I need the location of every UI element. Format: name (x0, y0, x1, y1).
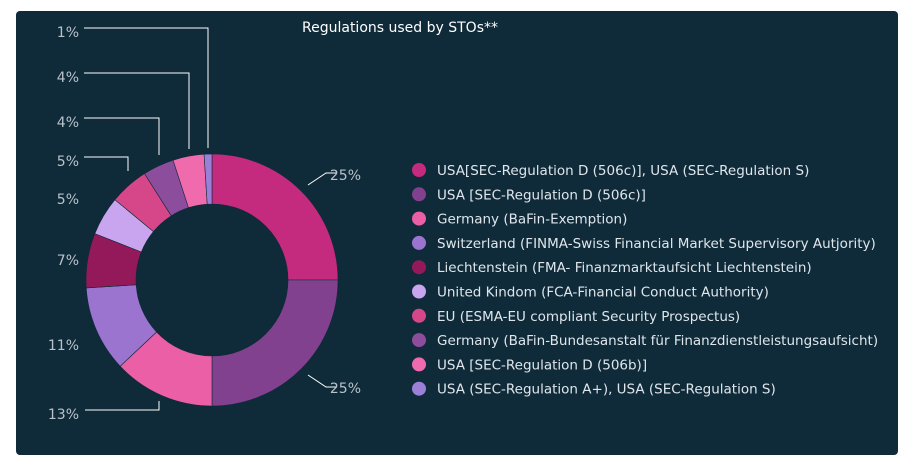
legend-marker (412, 308, 426, 323)
data-label-8: 4% (57, 115, 79, 131)
data-label-9: 4% (57, 70, 79, 86)
data-label-1: 25% (330, 168, 361, 184)
leader-line-8 (84, 117, 160, 155)
legend-label: United Kindom (FCA-Financial Conduct Aut… (437, 285, 769, 301)
legend-label: Germany (BaFin-Exemption) (437, 212, 627, 228)
legend-item: EU (ESMA-EU compliant Security Prospectu… (412, 308, 740, 325)
data-label-5: 7% (57, 253, 79, 269)
legend-label: USA [SEC-Regulation D (506c)] (437, 187, 646, 203)
legend-item: USA [SEC-Regulation D (506b)] (412, 357, 647, 373)
percent-labels: 25% 25% 13% 11% 7% 5% 5% 4% 4% 1% (48, 25, 361, 423)
legend-label: Liechtenstein (FMA- Finanzmarktaufsicht … (437, 260, 812, 276)
label-leaders (84, 27, 337, 411)
legend-marker (412, 260, 426, 275)
legend-marker (412, 187, 426, 202)
leader-line-1 (307, 172, 337, 186)
chart-title: Regulations used by STOs** (302, 20, 498, 36)
data-label-10: 1% (57, 25, 79, 41)
legend-marker (412, 235, 426, 250)
legend-item: Germany (BaFin-Exemption) (412, 211, 627, 228)
leader-line-9 (84, 72, 190, 149)
legend: USA[SEC-Regulation D (506c)], USA (SEC-R… (412, 163, 878, 398)
legend-item: Switzerland (FINMA-Swiss Financial Marke… (412, 235, 876, 252)
legend-label: Germany (BaFin-Bundesanstalt für Finanzd… (437, 333, 878, 349)
slice-10 (203, 153, 213, 205)
legend-item: United Kindom (FCA-Financial Conduct Aut… (412, 284, 769, 301)
legend-label: USA (SEC-Regulation A+), USA (SEC-Regula… (437, 382, 776, 398)
legend-item: Liechtenstein (FMA- Finanzmarktaufsicht … (412, 260, 812, 276)
legend-label: USA[SEC-Regulation D (506c)], USA (SEC-R… (437, 163, 809, 179)
leader-line-10 (84, 27, 209, 148)
data-label-3: 13% (48, 407, 79, 423)
slice-1 (211, 153, 339, 281)
legend-marker (412, 163, 426, 177)
leader-line-3 (85, 401, 160, 411)
data-label-4: 11% (48, 338, 79, 354)
donut-slices (85, 153, 339, 407)
legend-label: EU (ESMA-EU compliant Security Prospectu… (437, 309, 740, 325)
legend-label: Switzerland (FINMA-Swiss Financial Marke… (437, 236, 876, 252)
data-label-6: 5% (57, 192, 79, 208)
legend-item: Germany (BaFin-Bundesanstalt für Finanzd… (412, 333, 878, 349)
legend-label: USA [SEC-Regulation D (506b)] (437, 357, 647, 373)
data-label-2: 25% (330, 381, 361, 397)
legend-item: USA[SEC-Regulation D (506c)], USA (SEC-R… (412, 163, 809, 179)
legend-marker (412, 284, 426, 299)
legend-marker (412, 333, 426, 348)
leader-line-2 (307, 374, 337, 388)
legend-item: USA [SEC-Regulation D (506c)] (412, 187, 646, 203)
legend-marker (412, 381, 426, 396)
donut-chart: Regulations used by STOs** 25% 25% 13% 11% 7… (48, 20, 878, 423)
legend-item: USA (SEC-Regulation A+), USA (SEC-Regula… (412, 381, 776, 398)
legend-marker (412, 211, 426, 226)
legend-marker (412, 357, 426, 372)
chart-card: Regulations used by STOs** 25% 25% 13% 11% 7… (16, 11, 898, 455)
slice-2 (211, 279, 339, 407)
data-label-7: 5% (57, 154, 79, 170)
leader-line-7 (84, 156, 129, 171)
